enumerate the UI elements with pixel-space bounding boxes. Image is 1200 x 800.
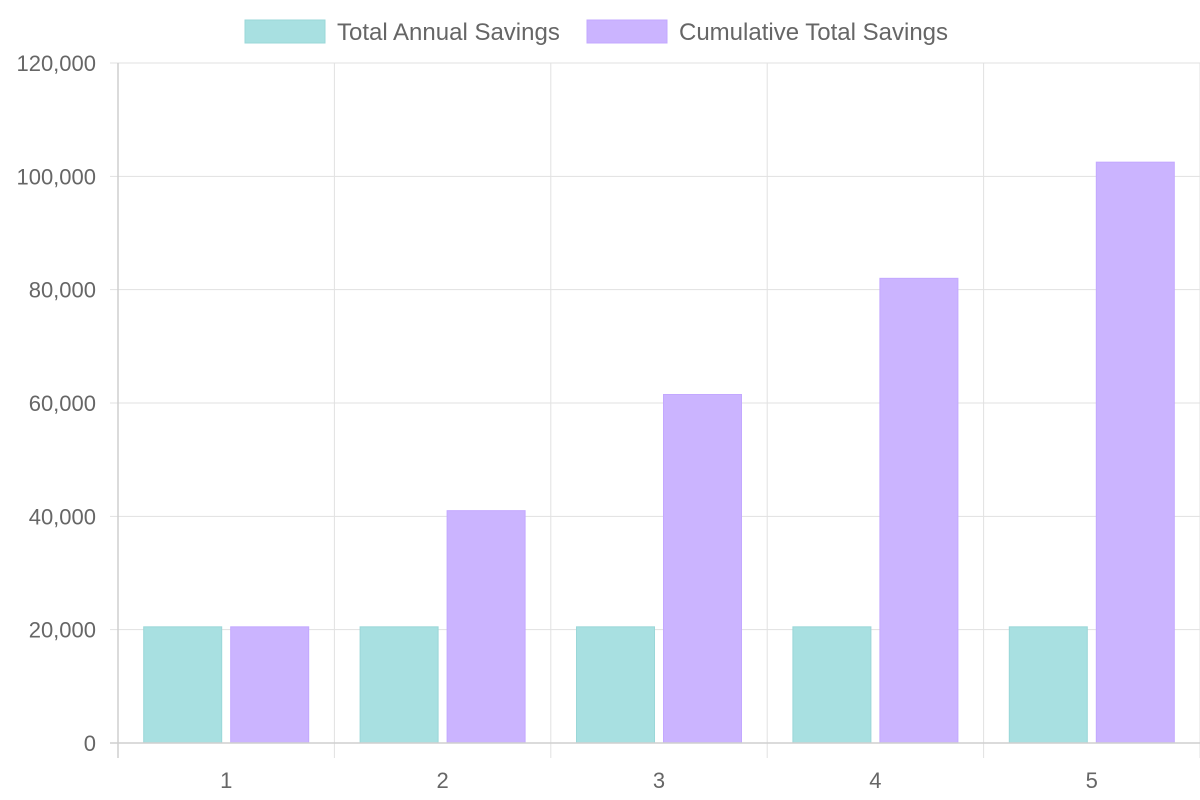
bar-cumulative-savings[interactable]: [1095, 161, 1175, 744]
legend-label[interactable]: Cumulative Total Savings: [679, 19, 948, 46]
legend-label[interactable]: Total Annual Savings: [337, 19, 560, 46]
legend: Total Annual Savings Cumulative Total Sav…: [244, 19, 948, 46]
y-tick-labels: 0 20,000 40,000 60,000 80,000 100,000 120,000: [16, 51, 96, 756]
y-tick-label: 40,000: [29, 504, 96, 529]
bar-cumulative-savings[interactable]: [663, 394, 742, 744]
x-tick-labels: 1 2 3 4 5: [220, 768, 1098, 793]
y-tick-label: 120,000: [16, 51, 96, 76]
y-tick-label: 60,000: [29, 391, 96, 416]
x-tick-label: 2: [436, 768, 448, 793]
x-tick-label: 4: [869, 768, 881, 793]
bar-annual-savings[interactable]: [359, 626, 439, 744]
x-tick-label: 1: [220, 768, 232, 793]
bar-cumulative-savings[interactable]: [879, 277, 959, 744]
x-tick-label: 3: [653, 768, 665, 793]
axes-layer: [110, 63, 1200, 758]
legend-swatch[interactable]: [586, 19, 668, 44]
legend-swatch[interactable]: [244, 19, 326, 44]
x-tick-label: 5: [1086, 768, 1098, 793]
bar-annual-savings[interactable]: [143, 626, 223, 744]
bar-annual-savings[interactable]: [792, 626, 872, 744]
y-tick-label: 0: [84, 731, 96, 756]
grid-layer: [110, 62, 1200, 758]
y-tick-label: 100,000: [16, 164, 96, 189]
bar-annual-savings[interactable]: [1008, 626, 1088, 744]
y-tick-label: 20,000: [29, 618, 96, 643]
bars-layer: [143, 161, 1175, 744]
bar-cumulative-savings[interactable]: [446, 510, 526, 744]
y-tick-label: 80,000: [29, 278, 96, 303]
bar-cumulative-savings[interactable]: [230, 626, 310, 744]
bar-annual-savings[interactable]: [576, 626, 655, 744]
